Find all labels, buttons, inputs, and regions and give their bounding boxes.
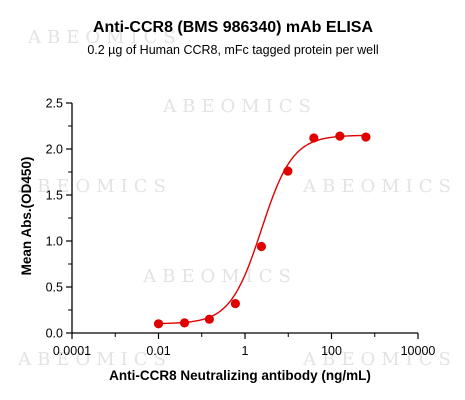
- x-tick-label: 10000: [401, 344, 436, 358]
- data-point: [204, 314, 214, 324]
- fit-curve: [158, 134, 366, 325]
- watermark-text: ABEOMICS: [142, 266, 297, 287]
- watermark-text: ABEOMICS: [17, 176, 172, 197]
- fit-curve-layer: [158, 134, 366, 325]
- y-tick-label: 2.5: [46, 97, 63, 111]
- data-point: [179, 318, 190, 328]
- watermark-text: ABEOMICS: [302, 349, 457, 370]
- x-tick-label: 1: [242, 344, 249, 358]
- chart-subtitle: 0.2 µg of Human CCR8, mFc tagged protein…: [87, 43, 378, 57]
- data-point: [361, 132, 371, 142]
- y-tick-label: 1.0: [46, 235, 63, 249]
- y-axis-label: Mean Abs.(OD450): [19, 157, 34, 276]
- x-tick-label: 0.0001: [53, 344, 91, 358]
- watermark-text: ABEOMICS: [27, 27, 182, 48]
- y-tick-label: 0.0: [46, 327, 63, 341]
- data-point: [335, 131, 345, 141]
- data-point: [153, 319, 164, 329]
- tick-marks: 0.0001 0.01 1 100 10000 0.0 0.5 1.0 1.5 2.0 2.5: [46, 97, 436, 359]
- watermark-layer: ABEOMICS ABEOMICS ABEOMICS ABEOMICS ABEOMICS…: [17, 27, 457, 370]
- data-point: [256, 241, 267, 252]
- watermark-text: ABEOMICS: [302, 176, 457, 197]
- watermark-text: ABEOMICS: [162, 96, 317, 117]
- data-points-layer: [153, 131, 371, 329]
- watermark-text: ABEOMICS: [17, 349, 172, 370]
- data-point: [309, 133, 319, 143]
- y-tick-label: 2.0: [46, 143, 63, 157]
- y-tick-label: 0.5: [46, 281, 63, 295]
- x-tick-label: 100: [321, 344, 342, 358]
- y-tick-label: 1.5: [46, 189, 63, 203]
- data-point: [230, 298, 241, 309]
- x-tick-label: 0.01: [146, 344, 170, 358]
- chart-title: Anti-CCR8 (BMS 986340) mAb ELISA: [93, 19, 373, 36]
- x-axis-label: Anti-CCR8 Neutralizing antibody (ng/mL): [109, 368, 371, 383]
- data-point: [283, 166, 293, 176]
